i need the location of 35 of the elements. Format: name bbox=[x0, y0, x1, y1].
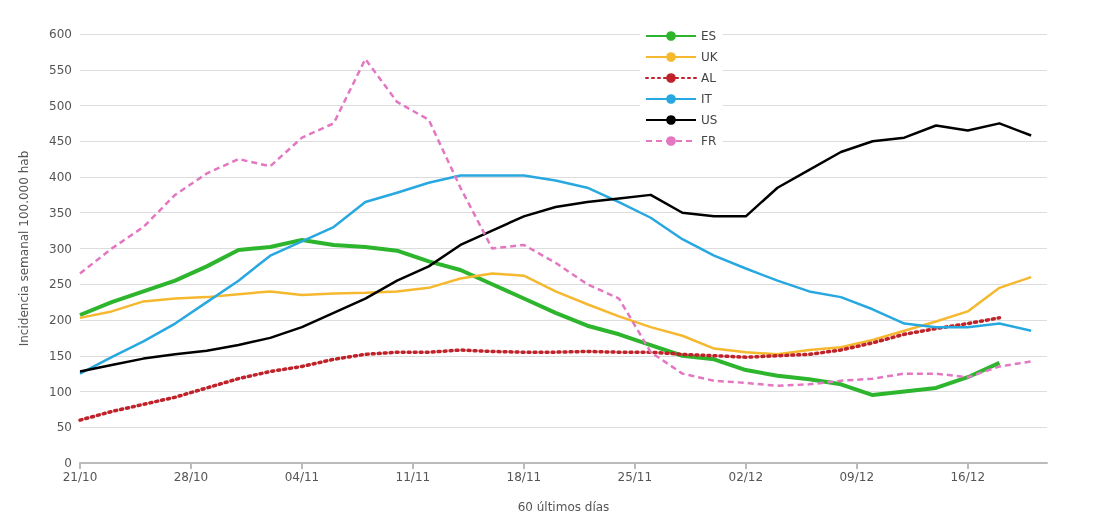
y-tick-label: 600 bbox=[49, 27, 72, 41]
legend-label: FR bbox=[701, 134, 717, 148]
x-tick-label: 09/12 bbox=[839, 470, 875, 484]
y-tick-label: 400 bbox=[49, 170, 72, 184]
y-tick-label: 450 bbox=[49, 134, 72, 149]
legend-label: US bbox=[701, 113, 718, 127]
line-series bbox=[78, 174, 1033, 375]
legend-label: AL bbox=[701, 71, 717, 85]
y-tick-label: 0 bbox=[64, 456, 72, 470]
line-series bbox=[78, 272, 1033, 356]
x-axis-title: 60 últimos días bbox=[517, 500, 610, 514]
x-tick-label: 16/12 bbox=[950, 470, 986, 484]
x-tick-label: 04/11 bbox=[284, 470, 320, 484]
line-series bbox=[78, 316, 1002, 422]
y-tick-label: 50 bbox=[56, 420, 72, 435]
x-tick-label: 25/11 bbox=[617, 470, 653, 484]
line-series bbox=[78, 122, 1033, 373]
y-tick-label: 350 bbox=[49, 205, 72, 220]
legend-label: IT bbox=[701, 92, 713, 106]
y-tick-label: 250 bbox=[49, 277, 72, 292]
x-tick-label: 02/12 bbox=[728, 470, 764, 484]
y-tick-label: 550 bbox=[49, 62, 72, 77]
y-tick-label: 500 bbox=[49, 98, 72, 113]
x-tick-label: 11/11 bbox=[395, 470, 431, 484]
x-tick-label: 18/11 bbox=[506, 470, 542, 484]
y-tick-label: 100 bbox=[49, 384, 72, 399]
legend-label: ES bbox=[701, 29, 717, 43]
y-tick-label: 300 bbox=[49, 241, 72, 256]
line-series bbox=[78, 237, 1002, 398]
x-tick-label: 21/10 bbox=[62, 470, 98, 484]
y-tick-label: 150 bbox=[49, 348, 72, 363]
legend-label: UK bbox=[701, 50, 719, 64]
y-tick-label: 200 bbox=[49, 313, 72, 327]
y-axis-title: Incidencia semanal 100.000 hab bbox=[17, 150, 31, 347]
x-tick-label: 28/10 bbox=[173, 470, 209, 484]
